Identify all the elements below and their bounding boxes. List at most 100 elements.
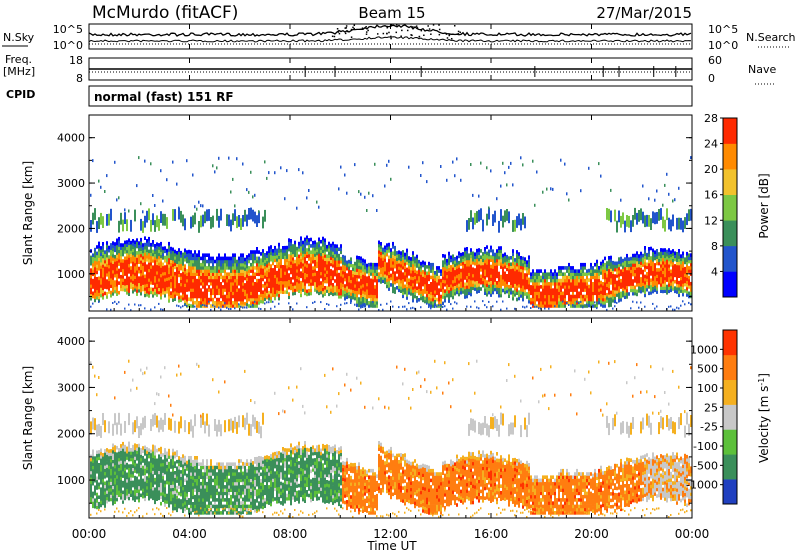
heatmap-cell (412, 267, 414, 271)
heatmap-cell (104, 256, 106, 261)
heatmap-cell (550, 288, 552, 292)
heatmap-cell (284, 245, 286, 250)
heatmap-cell (108, 485, 110, 489)
heatmap-cell (546, 285, 548, 289)
heatmap-cell (154, 275, 156, 280)
heatmap-cell (204, 262, 206, 267)
heatmap-cell (388, 246, 390, 250)
heatmap-cell (144, 290, 146, 294)
heatmap-cell (520, 284, 522, 289)
heatmap-cell (366, 301, 368, 306)
heatmap-cell (144, 287, 146, 291)
heatmap-cell (592, 275, 594, 280)
heatmap-cell (656, 283, 658, 288)
heatmap-cell (256, 272, 258, 276)
heatmap-cell (552, 297, 554, 302)
heatmap-cell (648, 256, 650, 261)
heatmap-cell (138, 279, 140, 284)
heatmap-cell (442, 306, 444, 308)
heatmap-cell (136, 279, 138, 284)
heatmap-cell (212, 269, 214, 273)
heatmap-cell (518, 255, 520, 259)
noise-point (386, 32, 388, 35)
heatmap-cell (438, 269, 440, 273)
heatmap-cell (418, 272, 420, 277)
heatmap-cell (196, 294, 198, 299)
heatmap-cell (198, 278, 200, 283)
heatmap-cell (394, 271, 396, 275)
heatmap-cell (252, 304, 254, 306)
heatmap-cell (640, 261, 642, 265)
heatmap-cell (132, 267, 134, 272)
heatmap-cell (414, 294, 416, 299)
heatmap-cell (626, 279, 628, 283)
heatmap-cell (600, 303, 602, 307)
heatmap-cell (666, 265, 668, 270)
heatmap-cell (500, 255, 502, 260)
heatmap-cell (152, 259, 154, 263)
heatmap-cell (194, 291, 196, 296)
heatmap-cell (484, 288, 486, 292)
heatmap-cell (578, 304, 580, 308)
heatmap-cell (114, 289, 116, 294)
heatmap-cell (488, 278, 490, 282)
heatmap-cell (636, 283, 638, 287)
heatmap-cell (396, 251, 398, 255)
heatmap-cell (392, 305, 394, 308)
heatmap-cell (390, 267, 392, 271)
heatmap-cell (298, 286, 300, 290)
heatmap-cell (212, 266, 214, 270)
heatmap-cell (104, 462, 106, 466)
heatmap-cell (236, 259, 238, 264)
heatmap-cell (604, 256, 606, 261)
heatmap-cell (248, 269, 250, 273)
heatmap-cell (268, 284, 270, 288)
heatmap-cell (510, 287, 512, 292)
heatmap-cell (130, 309, 132, 312)
heatmap-cell (548, 272, 550, 276)
heatmap-cell (588, 304, 590, 307)
heatmap-cell (314, 256, 316, 260)
heatmap-cell (318, 272, 320, 276)
heatmap-cell (410, 276, 412, 280)
heatmap-cell (414, 282, 416, 286)
heatmap-cell (638, 273, 640, 277)
heatmap-cell (534, 305, 536, 308)
heatmap-cell (358, 281, 360, 285)
heatmap-cell (426, 287, 428, 291)
heatmap-cell (572, 272, 574, 276)
heatmap-cell (92, 262, 94, 267)
heatmap-cell (218, 297, 220, 302)
heatmap-cell (130, 250, 132, 254)
heatmap-cell (356, 277, 358, 282)
heatmap-cell (482, 280, 484, 285)
heatmap-cell (502, 260, 504, 264)
heatmap-cell (226, 275, 228, 280)
heatmap-cell (166, 274, 168, 278)
heatmap-cell (578, 285, 580, 289)
heatmap-cell (274, 171, 276, 175)
heatmap-cell (678, 293, 680, 298)
heatmap-cell (90, 258, 92, 263)
heatmap-cell (252, 291, 254, 296)
heatmap-cell (90, 474, 92, 478)
heatmap-cell (98, 472, 100, 477)
heatmap-cell (478, 267, 480, 271)
heatmap-cell (338, 276, 340, 280)
heatmap-cell (492, 278, 494, 282)
heatmap-cell (114, 254, 116, 259)
heatmap-cell (682, 267, 684, 271)
heatmap-cell (470, 261, 472, 265)
heatmap-cell (224, 288, 226, 292)
heatmap-cell (508, 165, 510, 169)
heatmap-cell (252, 250, 254, 254)
heatmap-cell (448, 251, 450, 256)
heatmap-cell (360, 269, 362, 273)
heatmap-cell (416, 289, 418, 294)
heatmap-cell (208, 285, 210, 289)
heatmap-cell (252, 269, 254, 273)
heatmap-cell (444, 298, 446, 303)
heatmap-cell (426, 284, 428, 288)
heatmap-cell (112, 269, 114, 274)
heatmap-cell (580, 262, 582, 267)
